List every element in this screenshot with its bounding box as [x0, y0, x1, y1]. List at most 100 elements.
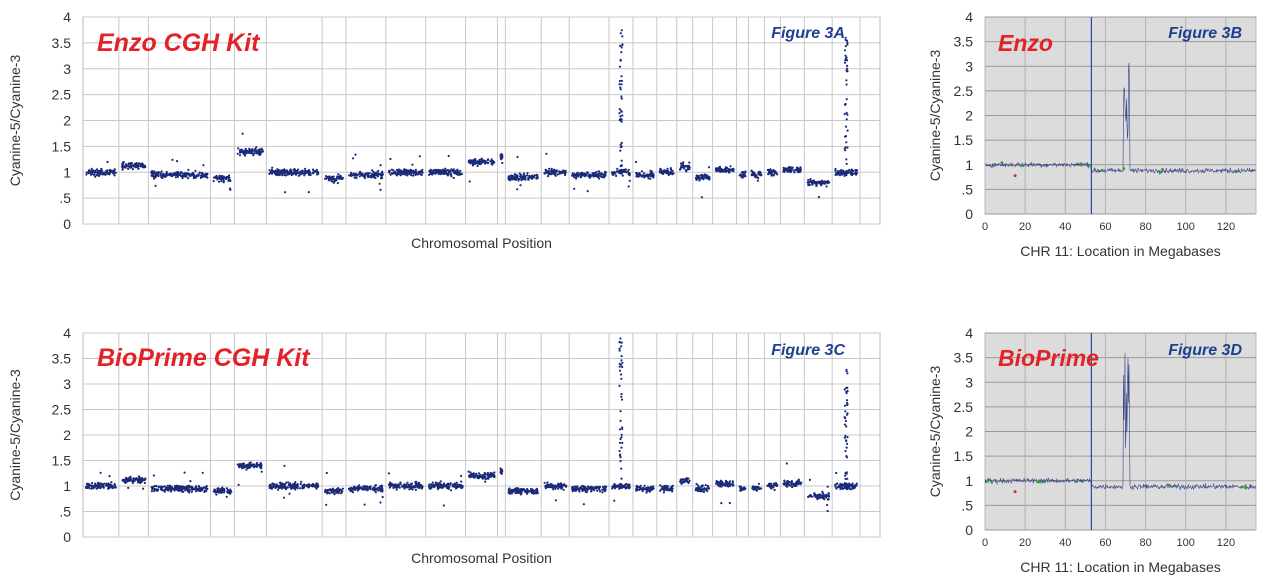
- data-point: [618, 449, 621, 453]
- data-point: [704, 488, 707, 492]
- data-point: [452, 176, 455, 180]
- data-point: [635, 171, 638, 175]
- data-point: [620, 477, 623, 480]
- data-point: [337, 173, 340, 176]
- data-point: [796, 480, 800, 483]
- data-point: [620, 29, 623, 32]
- data-point: [708, 178, 711, 181]
- data-point: [339, 177, 343, 180]
- data-point: [490, 475, 493, 478]
- data-point: [274, 484, 277, 487]
- data-point: [527, 178, 530, 181]
- data-point: [255, 149, 258, 152]
- figure-label: Figure 3A: [771, 25, 845, 42]
- data-point: [531, 489, 534, 492]
- data-point: [618, 108, 621, 111]
- data-point: [618, 369, 622, 372]
- data-point: [815, 496, 818, 499]
- data-point: [213, 488, 216, 491]
- data-point: [756, 176, 759, 179]
- data-point: [388, 483, 391, 486]
- data-point: [1087, 163, 1091, 167]
- data-point: [846, 436, 849, 439]
- data-point: [193, 175, 196, 178]
- data-point: [687, 164, 690, 167]
- data-point: [477, 472, 480, 475]
- data-point: [844, 149, 847, 152]
- y-tick-label: 0: [63, 529, 71, 545]
- data-point: [181, 174, 184, 177]
- data-point: [122, 479, 125, 482]
- data-point: [726, 483, 729, 486]
- data-point: [397, 485, 400, 488]
- data-point: [239, 150, 242, 153]
- data-point: [835, 471, 838, 475]
- data-point: [615, 174, 618, 177]
- data-point: [621, 361, 624, 364]
- data-point: [493, 161, 496, 164]
- data-point: [93, 486, 96, 489]
- data-point: [552, 168, 556, 171]
- data-point: [843, 436, 846, 439]
- data-point: [225, 176, 229, 179]
- data-point: [307, 191, 310, 194]
- data-point: [399, 482, 402, 486]
- data-point: [724, 484, 727, 487]
- data-point: [826, 494, 829, 498]
- data-point: [279, 481, 282, 484]
- data-point: [658, 171, 662, 174]
- data-point: [363, 487, 366, 490]
- data-point: [452, 168, 455, 171]
- data-point: [445, 484, 448, 487]
- data-point: [174, 176, 177, 179]
- data-point: [511, 488, 514, 492]
- data-point: [143, 481, 146, 485]
- data-point: [299, 487, 302, 490]
- data-point: [484, 478, 488, 481]
- data-point: [1075, 480, 1078, 483]
- data-point: [687, 481, 690, 484]
- data-point: [679, 167, 682, 170]
- data-point: [843, 388, 846, 391]
- data-point: [844, 54, 847, 57]
- data-point: [620, 95, 623, 98]
- data-point: [368, 487, 371, 490]
- data-point: [435, 171, 438, 174]
- data-point: [381, 173, 384, 176]
- data-point: [200, 172, 203, 175]
- data-point: [379, 173, 382, 176]
- data-point: [620, 395, 623, 398]
- data-point: [796, 170, 799, 173]
- data-point: [299, 482, 302, 486]
- data-point: [444, 170, 447, 173]
- data-point: [705, 174, 708, 177]
- data-point: [775, 482, 778, 485]
- data-point: [618, 112, 621, 115]
- data-point: [225, 487, 228, 490]
- data-point: [517, 179, 520, 182]
- data-point: [202, 164, 205, 167]
- data-point: [421, 171, 424, 174]
- data-point: [812, 179, 816, 182]
- data-point: [163, 175, 167, 178]
- data-point: [845, 111, 848, 114]
- data-point: [586, 190, 589, 193]
- data-point: [595, 170, 598, 173]
- data-point: [363, 503, 366, 506]
- data-point: [275, 170, 278, 173]
- data-point: [160, 170, 163, 173]
- data-point: [421, 486, 424, 489]
- data-point: [190, 173, 193, 176]
- data-point: [366, 486, 369, 489]
- data-point: [189, 480, 192, 483]
- data-point: [552, 488, 555, 491]
- data-point: [248, 147, 251, 150]
- data-point: [336, 487, 340, 490]
- data-point: [834, 167, 837, 171]
- data-point: [226, 488, 229, 491]
- data-point: [619, 455, 622, 458]
- data-point: [376, 175, 380, 178]
- data-point: [458, 485, 461, 488]
- data-point: [152, 171, 155, 174]
- data-point: [217, 487, 220, 490]
